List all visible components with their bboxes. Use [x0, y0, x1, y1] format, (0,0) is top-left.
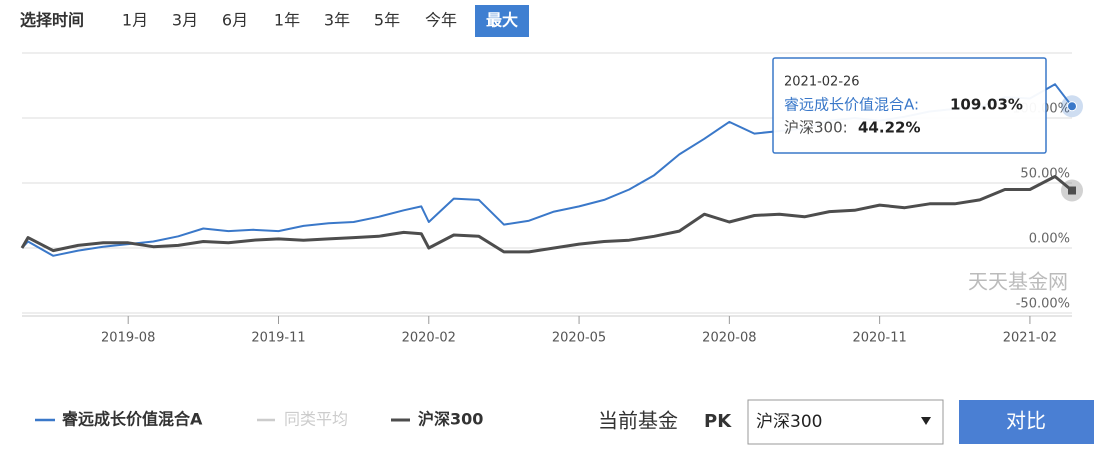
x-tick-label: 2020-08: [702, 331, 756, 346]
time-option[interactable]: 1年: [274, 11, 300, 30]
compare-button-label[interactable]: 对比: [1006, 409, 1046, 433]
watermark: 天天基金网: [968, 270, 1068, 294]
chart: -50.00%0.00%50.00%100.00%2019-082019-112…: [20, 52, 1083, 346]
y-tick-label: -50.00%: [1016, 297, 1070, 312]
time-label: 选择时间: [20, 11, 84, 30]
time-option[interactable]: 1月: [122, 11, 148, 30]
tooltip-name: 沪深300:: [784, 119, 848, 137]
time-option-bg[interactable]: [475, 5, 529, 37]
tooltip-name: 睿远成长价值混合A:: [784, 96, 919, 114]
tooltip-value: 109.03%: [950, 96, 1023, 114]
time-option[interactable]: 今年: [425, 11, 457, 30]
select-box[interactable]: [747, 399, 944, 445]
legend-label-inactive[interactable]: 同类平均: [284, 410, 348, 429]
hover-point: [1068, 186, 1076, 195]
y-tick-label: 0.00%: [1029, 232, 1070, 247]
tooltip-date: 2021-02-26: [784, 75, 860, 90]
legend-label[interactable]: 沪深300: [418, 410, 483, 429]
select-arrow: [921, 417, 931, 425]
y-tick-label: 50.00%: [1020, 167, 1070, 182]
tooltip-box: [772, 57, 1047, 154]
series-line: [20, 175, 1073, 254]
x-tick-label: 2019-08: [101, 331, 155, 346]
hover-point: [1067, 101, 1077, 112]
time-option[interactable]: 最大: [486, 11, 518, 30]
x-tick-label: 2020-11: [852, 331, 906, 346]
tooltip-value: 44.22%: [858, 119, 920, 137]
compare-button[interactable]: [959, 400, 1094, 444]
x-tick-label: 2020-02: [402, 331, 456, 346]
time-option[interactable]: 3年: [324, 11, 350, 30]
current-fund-label: 当前基金: [598, 409, 678, 433]
time-option[interactable]: 3月: [172, 11, 198, 30]
pk-label: PK: [704, 411, 732, 432]
x-tick-label: 2020-05: [552, 331, 606, 346]
time-option[interactable]: 5年: [374, 11, 400, 30]
x-tick-label: 2019-11: [251, 331, 305, 346]
legend-label[interactable]: 睿远成长价值混合A: [62, 410, 203, 429]
select-value[interactable]: 沪深300: [756, 412, 822, 432]
time-option[interactable]: 6月: [222, 11, 248, 30]
x-tick-label: 2021-02: [1003, 331, 1057, 346]
controls: 当前基金 PK 沪深300 对比: [598, 399, 1094, 445]
